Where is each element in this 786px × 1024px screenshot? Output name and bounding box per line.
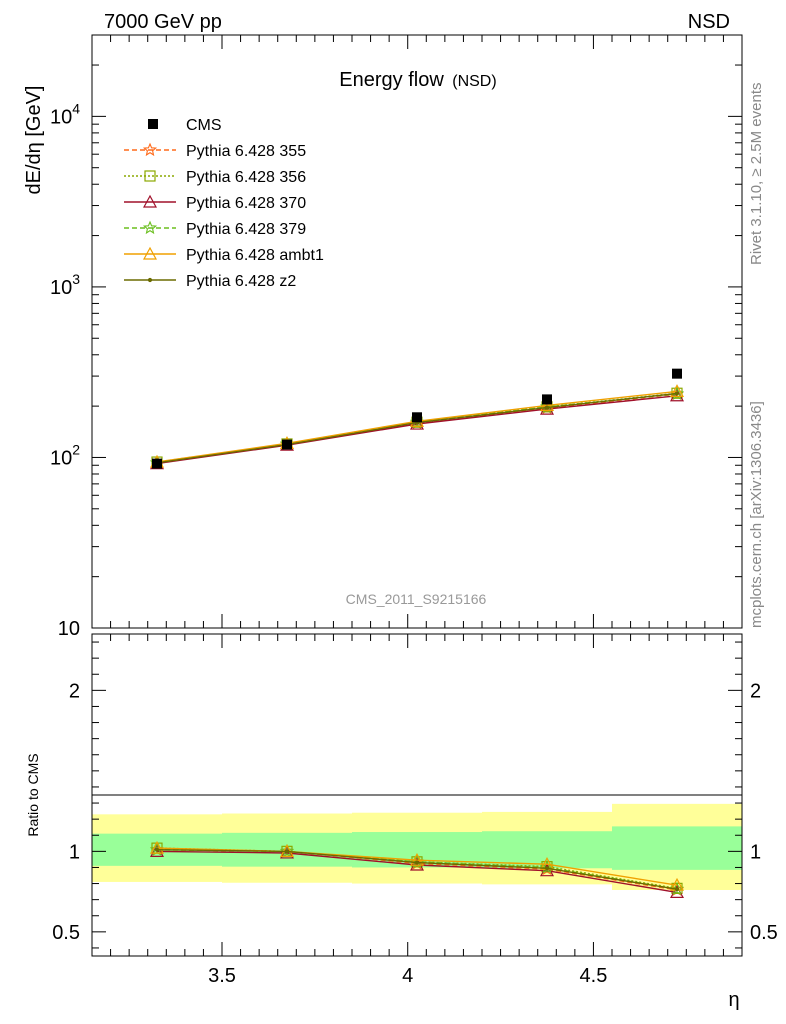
main-mc-curves — [149, 384, 685, 470]
x-tick-label: 4 — [402, 965, 413, 987]
main-curve-marker — [539, 398, 555, 411]
ratio-curve-marker — [674, 887, 680, 892]
legend-label: Pythia 6.428 ambt1 — [186, 247, 324, 264]
main-y-tick-label: 10 — [58, 618, 80, 640]
rivet-label: Rivet 3.1.10, ≥ 2.5M events — [748, 83, 765, 266]
legend-marker — [142, 194, 158, 208]
main-curve-marker — [674, 391, 680, 396]
main-y-tick-base: 10 — [50, 447, 72, 469]
ratio-y-tick-label: 2 — [69, 680, 80, 702]
cms-data-points — [152, 368, 682, 469]
ratio-y-tick-label-right: 1 — [750, 841, 761, 863]
x-tick-labels: 3.5 4 4.5 — [208, 965, 607, 987]
main-y-tick-label: 104 — [50, 100, 80, 128]
cms-data-point — [672, 368, 682, 379]
legend: CMS Pythia 6.428 355 Pythia 6.428 356 Pythi… — [124, 117, 324, 290]
main-y-tick-label: 102 — [50, 441, 80, 469]
cms-data-point — [542, 394, 552, 405]
main-y-tick-exponent: 2 — [72, 441, 80, 457]
main-axis-ticks — [92, 34, 743, 629]
ratio-curve-marker — [409, 852, 425, 866]
ratio-y-tick-label: 0.5 — [52, 922, 80, 944]
x-tick-label: 3.5 — [208, 965, 236, 987]
main-y-axis-title: dE/dη [GeV] — [23, 86, 45, 195]
cms-data-point — [282, 439, 292, 450]
main-y-tick-exponent: 3 — [72, 271, 80, 287]
beam-label: 7000 GeV pp — [104, 11, 222, 33]
ratio-curve-marker — [544, 866, 550, 871]
legend-marker — [142, 246, 158, 260]
legend-cms-marker — [148, 119, 158, 129]
ratio-y-axis-title: Ratio to CMS — [25, 753, 41, 836]
legend-marker — [142, 220, 158, 235]
ratio-uncertainty-bands — [92, 803, 742, 890]
mcplots-label: mcplots.cern.ch [arXiv:1306.3436] — [748, 401, 765, 628]
ratio-mc-curves — [149, 840, 685, 899]
main-curve-marker — [544, 405, 550, 410]
legend-label: Pythia 6.428 z2 — [186, 273, 296, 290]
chart-title-main: Energy flow — [339, 69, 444, 91]
legend-marker — [142, 142, 158, 157]
main-curve-marker — [669, 384, 685, 397]
main-plot-frame — [91, 34, 743, 629]
main-curve-line — [156, 395, 678, 465]
legend-label: Pythia 6.428 355 — [186, 143, 306, 160]
ratio-axis-ticks — [92, 634, 743, 956]
ratio-y-tick-label-right: 0.5 — [750, 922, 778, 944]
ratio-y-tick-label-right: 2 — [750, 680, 761, 702]
ratio-curve-marker — [279, 843, 295, 858]
legend-marker — [147, 277, 153, 283]
main-y-tick-base: 10 — [50, 277, 72, 299]
ratio-y-tick-labels: 0.5 0.5 1 1 2 2 — [52, 680, 778, 944]
legend-marker — [144, 170, 156, 182]
main-y-tick-base: 10 — [50, 106, 72, 128]
process-label: NSD — [688, 11, 730, 33]
x-tick-label: 4.5 — [580, 965, 608, 987]
legend-cms-label: CMS — [186, 117, 222, 134]
main-y-tick-base: 10 — [58, 618, 80, 640]
main-y-tick-label: 103 — [50, 271, 80, 299]
ratio-panel: 0.5 0.5 1 1 2 2 3.5 4 4.5 Ratio to CMS η — [25, 633, 778, 1011]
legend-label: Pythia 6.428 379 — [186, 221, 306, 238]
main-y-tick-exponent: 4 — [72, 100, 80, 116]
cms-data-point — [412, 412, 422, 423]
chart-title: Energy flow (NSD) — [339, 69, 496, 91]
legend-label: Pythia 6.428 356 — [186, 169, 306, 186]
ratio-plot-frame — [91, 633, 743, 957]
ratio-curve-marker — [149, 840, 165, 854]
ratio-y-tick-label: 1 — [69, 841, 80, 863]
legend-label: Pythia 6.428 370 — [186, 195, 306, 212]
cms-data-point — [152, 458, 162, 469]
x-axis-title: η — [728, 989, 739, 1011]
ratio-inner-band — [612, 826, 742, 870]
ratio-curve-marker — [414, 860, 420, 865]
chart-title-suffix: (NSD) — [452, 73, 496, 90]
ratio-curve-marker — [154, 847, 160, 852]
ratio-curve-marker — [284, 849, 290, 854]
analysis-watermark: CMS_2011_S9215166 — [346, 591, 487, 607]
